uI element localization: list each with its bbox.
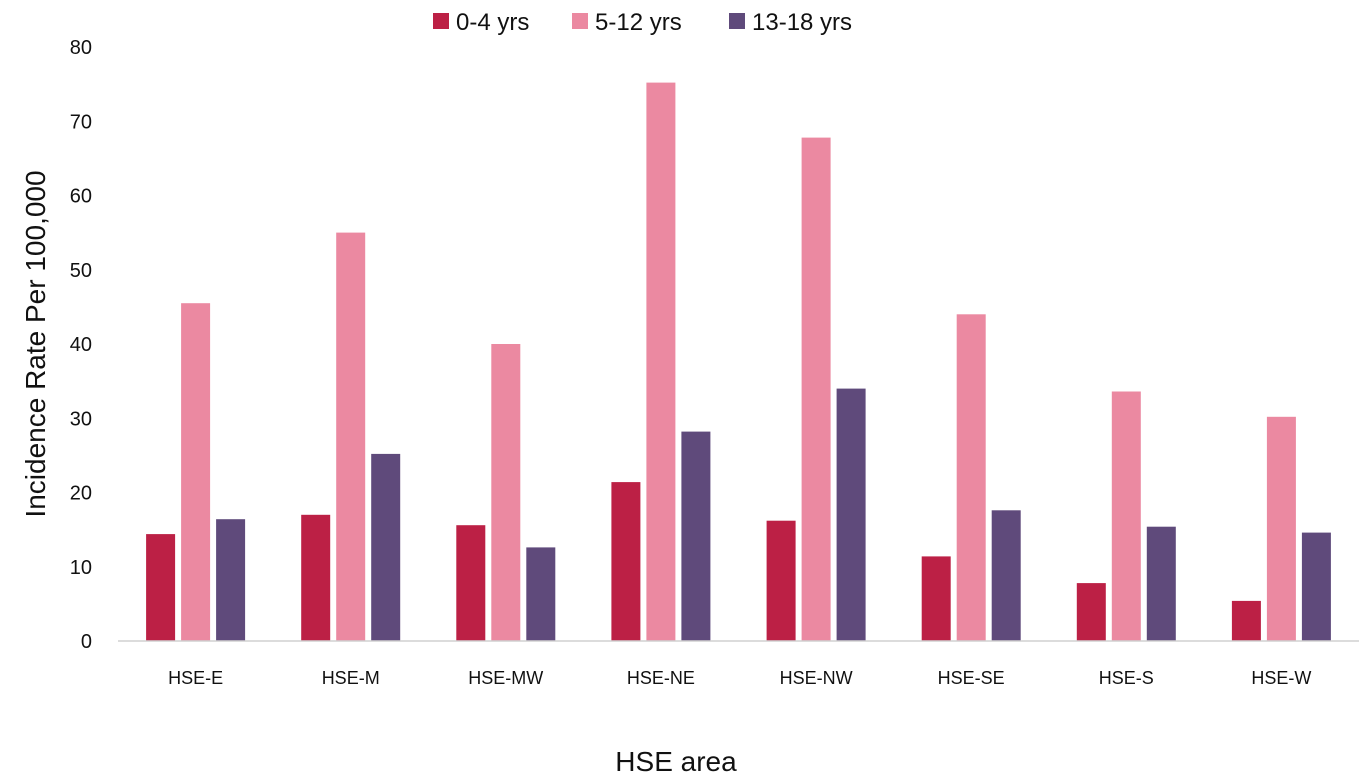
bar-hse-ne-series-2 [681, 431, 711, 641]
x-tick-label: HSE-MW [468, 668, 543, 688]
bar-hse-m-series-1 [336, 232, 366, 641]
legend-label: 13-18 yrs [752, 9, 852, 36]
x-tick-label: HSE-W [1251, 668, 1311, 688]
bar-hse-mw-series-0 [456, 525, 486, 641]
bars [146, 82, 1331, 642]
bar-hse-se-series-2 [991, 510, 1021, 641]
y-tick-label: 80 [70, 37, 92, 59]
legend-label: 0-4 yrs [456, 9, 529, 36]
bar-hse-nw-series-0 [766, 520, 796, 641]
legend: 0-4 yrs 5-12 yrs 13-18 yrs [433, 9, 852, 36]
legend-swatch [572, 13, 588, 29]
legend-swatch [433, 13, 449, 29]
bar-hse-ne-series-1 [646, 82, 676, 642]
bar-hse-se-series-0 [921, 556, 951, 641]
y-tick-label: 70 [70, 111, 92, 133]
x-tick-label: HSE-S [1099, 668, 1154, 688]
x-tick-label: HSE-SE [938, 668, 1005, 688]
bar-hse-w-series-0 [1231, 600, 1261, 641]
legend-label: 5-12 yrs [595, 9, 682, 36]
y-tick-label: 20 [70, 483, 92, 505]
bar-hse-mw-series-1 [491, 344, 521, 641]
bar-hse-s-series-1 [1111, 391, 1141, 641]
bar-hse-e-series-2 [216, 519, 246, 641]
bar-hse-w-series-1 [1266, 416, 1296, 641]
y-tick-label: 0 [81, 631, 92, 653]
bar-hse-m-series-2 [371, 453, 401, 641]
y-axis-title: Incidence Rate Per 100,000 [20, 170, 51, 517]
bar-hse-m-series-0 [301, 514, 331, 641]
bar-hse-e-series-1 [181, 303, 211, 641]
y-tick-label: 30 [70, 408, 92, 430]
bar-hse-e-series-0 [146, 534, 176, 641]
legend-swatch [729, 13, 745, 29]
y-tick-label: 60 [70, 186, 92, 208]
bar-hse-se-series-1 [956, 314, 986, 641]
y-tick-label: 40 [70, 334, 92, 356]
y-tick-label: 10 [70, 557, 92, 579]
y-axis-ticks: 0 10 20 30 40 50 60 70 80 [70, 37, 92, 653]
y-tick-label: 50 [70, 260, 92, 282]
bar-hse-w-series-2 [1301, 532, 1331, 641]
x-tick-label: HSE-M [322, 668, 380, 688]
x-axis-ticks: HSE-E HSE-M HSE-MW HSE-NE HSE-NW HSE-SE HSE-S H… [168, 668, 1311, 688]
bar-hse-s-series-0 [1076, 583, 1106, 641]
x-tick-label: HSE-E [168, 668, 223, 688]
bar-hse-s-series-2 [1146, 526, 1176, 641]
x-axis-title: HSE area [615, 746, 737, 775]
x-tick-label: HSE-NE [627, 668, 695, 688]
bar-hse-ne-series-0 [611, 482, 641, 641]
bar-hse-nw-series-1 [801, 137, 831, 641]
x-tick-label: HSE-NW [780, 668, 853, 688]
bar-hse-nw-series-2 [836, 388, 866, 641]
bar-hse-mw-series-2 [526, 547, 556, 641]
